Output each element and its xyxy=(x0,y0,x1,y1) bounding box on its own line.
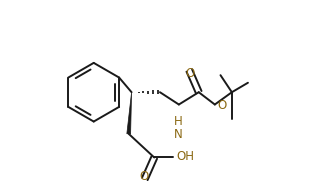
Text: O: O xyxy=(186,67,195,80)
Polygon shape xyxy=(127,92,132,134)
Text: O: O xyxy=(139,170,149,183)
Text: H
N: H N xyxy=(174,115,182,141)
Text: OH: OH xyxy=(176,150,194,163)
Text: O: O xyxy=(218,99,227,112)
